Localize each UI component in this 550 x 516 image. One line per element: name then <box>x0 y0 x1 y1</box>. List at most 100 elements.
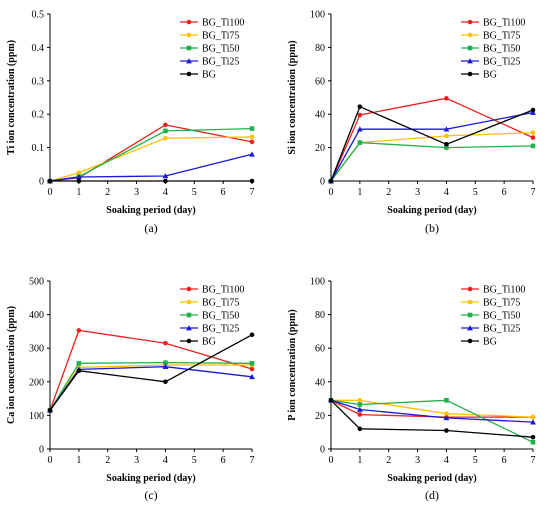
x-tick-label: 5 <box>473 455 478 466</box>
x-tick-label: 7 <box>531 455 536 466</box>
data-point <box>444 133 449 139</box>
legend-entry: BG_Ti75 <box>202 31 239 42</box>
series-line-bg <box>330 399 534 438</box>
legend-entry: BG_Ti50 <box>483 311 520 322</box>
data-point <box>357 104 363 109</box>
x-tick-label: 7 <box>250 187 255 198</box>
x-tick-label: 2 <box>386 187 391 198</box>
data-point <box>530 434 536 440</box>
data-point <box>530 135 536 140</box>
data-point <box>444 397 449 403</box>
x-tick-label: 0 <box>48 455 53 466</box>
legend-marker <box>467 58 473 64</box>
y-tick-label: 60 <box>315 76 325 87</box>
data-point <box>249 178 255 184</box>
x-tick-label: 1 <box>357 455 362 466</box>
legend-marker <box>467 286 473 292</box>
data-point <box>357 140 363 145</box>
y-axis-title: Ti ion concentration (ppm) <box>6 40 17 155</box>
legend-marker <box>186 32 192 38</box>
panel-label: (b) <box>425 221 439 235</box>
y-tick-label: 0.2 <box>32 110 45 121</box>
chart-panel-3: 0 1 2 3 4 5 6 7 0 100 200 300 400 500 Soaking period (… <box>6 277 255 502</box>
data-point <box>357 397 363 403</box>
y-tick-label: 400 <box>29 310 44 321</box>
legend-marker <box>467 325 473 331</box>
legend-entry: BG_Ti25 <box>202 324 239 335</box>
x-tick-label: 2 <box>105 187 110 198</box>
x-tick-label: 6 <box>221 455 226 466</box>
y-tick-label: 0 <box>320 445 325 456</box>
data-point <box>249 139 255 145</box>
y-tick-label: 100 <box>310 277 325 288</box>
data-point <box>249 134 255 140</box>
chart-panel-1: 0 1 2 3 4 5 6 7 0 0.1 0.2 0.3 0.4 0.5 Soaking period (… <box>6 10 255 235</box>
chart-panel-4: 0 1 2 3 4 5 6 7 0 20 40 60 80 100 Soaking period (day)… <box>287 277 536 502</box>
data-point <box>443 415 450 421</box>
data-point <box>249 126 255 131</box>
y-tick-label: 500 <box>29 277 44 288</box>
legend-entry: BG <box>202 70 216 81</box>
series-line-bg-ti25 <box>330 399 534 423</box>
data-point <box>76 178 82 184</box>
x-tick-label: 6 <box>502 187 507 198</box>
chart-panel-2: 0 1 2 3 4 5 6 7 0 20 40 60 80 100 Soaking period (day)… <box>287 10 536 235</box>
data-point <box>163 379 168 385</box>
legend-entry: BG_Ti50 <box>202 311 239 322</box>
data-point <box>163 178 168 184</box>
legend-marker <box>186 312 192 318</box>
x-tick-label: 2 <box>105 455 110 466</box>
y-tick-label: 80 <box>315 43 325 54</box>
series-line-bg-ti50 <box>330 141 534 182</box>
data-point <box>249 151 255 157</box>
x-axis-title: Soaking period (day) <box>387 205 476 216</box>
x-tick-label: 1 <box>76 187 81 198</box>
data-point <box>444 428 449 433</box>
data-point <box>76 170 82 175</box>
x-tick-label: 0 <box>329 187 334 198</box>
legend-entry: BG_Ti25 <box>483 324 520 335</box>
data-point <box>163 360 168 365</box>
x-tick-label: 7 <box>250 455 255 466</box>
series-line-bg-ti25 <box>49 366 253 411</box>
y-axis-title: P ion concentration (ppm) <box>287 309 298 420</box>
series-line-bg-ti75 <box>330 131 534 182</box>
x-tick-label: 7 <box>531 187 536 198</box>
x-tick-label: 1 <box>76 455 81 466</box>
x-tick-label: 4 <box>444 455 449 466</box>
data-point <box>444 141 449 147</box>
legend-marker <box>186 338 192 344</box>
x-tick-label: 4 <box>444 187 449 198</box>
data-point <box>530 107 536 113</box>
y-tick-label: 20 <box>315 143 325 154</box>
panel-label: (a) <box>144 221 157 235</box>
data-point <box>76 361 82 366</box>
y-tick-label: 200 <box>29 377 44 388</box>
y-tick-label: 0.5 <box>32 10 45 21</box>
series-line-bg-ti100 <box>49 329 253 411</box>
x-tick-label: 4 <box>163 455 168 466</box>
y-tick-label: 40 <box>315 377 325 388</box>
legend-entry: BG <box>483 70 497 81</box>
legend-entry: BG_Ti50 <box>483 44 520 55</box>
legend-marker <box>467 19 473 25</box>
series-line-bg-ti50 <box>330 399 534 443</box>
x-tick-label: 0 <box>329 455 334 466</box>
series-line-bg-ti25 <box>330 111 534 182</box>
y-tick-label: 100 <box>310 10 325 21</box>
x-tick-label: 3 <box>415 455 420 466</box>
legend-marker <box>467 32 473 38</box>
data-point <box>444 96 449 101</box>
data-point <box>162 173 169 179</box>
y-axis-title: Ca ion concentration (ppm) <box>6 306 17 424</box>
data-point <box>162 363 169 369</box>
series-line-bg-ti25 <box>49 153 253 182</box>
data-point <box>249 361 255 366</box>
x-tick-label: 0 <box>48 187 53 198</box>
series-line-bg <box>330 105 534 182</box>
y-tick-label: 0.3 <box>32 76 45 87</box>
legend-entry: BG_Ti75 <box>483 298 520 309</box>
data-point <box>249 332 255 338</box>
panel-label: (d) <box>425 488 439 502</box>
data-point <box>163 135 168 141</box>
